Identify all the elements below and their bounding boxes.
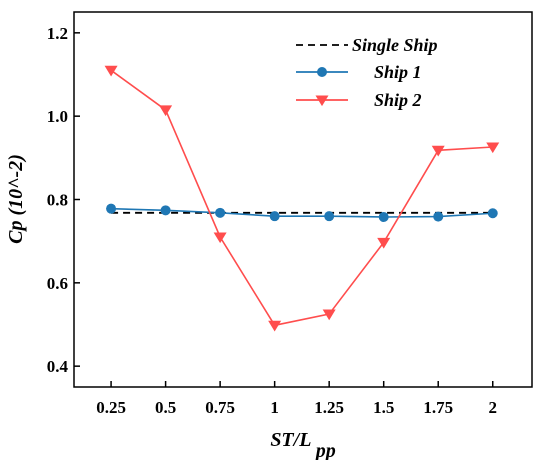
x-axis-ticks: 0.25 0.5 0.75 1 1.25 1.5 1.75 2 — [96, 381, 497, 417]
y-tick-label: 1.2 — [47, 24, 68, 43]
data-point-ship-2 — [322, 309, 336, 321]
data-point-ship-1 — [378, 212, 389, 222]
legend-marker-ship-1 — [317, 67, 327, 77]
legend: Single Ship Ship 1 Ship 2 — [296, 35, 438, 110]
data-point-ship-1 — [160, 205, 171, 216]
data-point-ship-2 — [431, 145, 445, 157]
y-axis-ticks: 0.4 0.6 0.8 1.0 1.2 — [47, 24, 80, 376]
x-tick-label: 1.75 — [423, 398, 453, 417]
series-layer — [104, 65, 500, 332]
x-tick-label: 0.75 — [205, 398, 235, 417]
y-tick-label: 0.8 — [47, 191, 68, 210]
data-point-ship-1 — [324, 211, 335, 222]
y-tick-label: 1.0 — [47, 107, 68, 126]
x-axis-title: ST/L pp — [270, 429, 335, 460]
data-point-ship-1 — [433, 211, 444, 222]
data-point-ship-2 — [377, 237, 391, 249]
data-point-ship-1 — [215, 207, 226, 218]
x-tick-label: 2 — [488, 398, 497, 417]
data-point-ship-2 — [486, 142, 500, 154]
legend-marker-ship-2 — [315, 95, 329, 107]
legend-label-ship-1: Ship 1 — [374, 62, 422, 82]
data-point-ship-1 — [106, 203, 117, 214]
data-point-ship-2 — [104, 65, 118, 77]
legend-label-ship-2: Ship 2 — [374, 90, 422, 110]
series-ship-2 — [104, 65, 500, 332]
x-tick-label: 0.25 — [96, 398, 126, 417]
data-point-ship-2 — [268, 320, 282, 332]
x-tick-label: 1 — [270, 398, 279, 417]
x-axis-title-main: ST/L — [270, 429, 311, 451]
series-line-ship-1 — [111, 207, 493, 218]
y-tick-label: 0.4 — [47, 357, 69, 376]
legend-item-single-ship: Single Ship — [296, 35, 438, 55]
data-point-ship-2 — [213, 232, 227, 244]
data-point-ship-1 — [269, 211, 280, 222]
data-point-ship-2 — [159, 105, 173, 117]
legend-item-ship-1: Ship 1 — [296, 62, 422, 82]
data-point-ship-1 — [487, 208, 498, 219]
x-tick-label: 1.5 — [373, 398, 394, 417]
x-tick-label: 0.5 — [155, 398, 176, 417]
y-tick-label: 0.6 — [47, 274, 68, 293]
y-axis-title: Cp (10^-2) — [5, 154, 27, 244]
legend-item-ship-2: Ship 2 — [296, 90, 422, 110]
legend-label-single-ship: Single Ship — [352, 35, 438, 55]
series-ship-1 — [106, 203, 498, 222]
series-line-ship-2 — [110, 69, 493, 327]
plot-frame — [73, 11, 533, 388]
x-tick-label: 1.25 — [314, 398, 344, 417]
x-axis-title-subscript: pp — [314, 440, 336, 460]
